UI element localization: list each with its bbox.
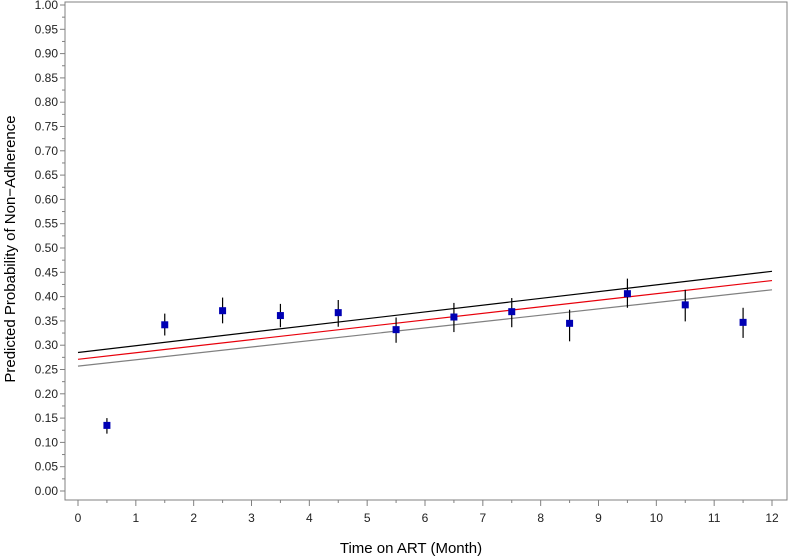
fit-lines xyxy=(77,270,773,367)
y-tick-label: 0.10 xyxy=(35,435,59,449)
x-tick-label: 1 xyxy=(132,511,139,525)
y-tick-label: 0.40 xyxy=(35,290,59,304)
data-points xyxy=(103,278,747,434)
y-tick-label: 0.50 xyxy=(35,241,59,255)
y-tick-label: 0.45 xyxy=(35,265,59,279)
y-tick-label: 0.65 xyxy=(35,168,59,182)
x-tick-label: 6 xyxy=(422,511,429,525)
y-tick-label: 0.95 xyxy=(35,22,59,36)
data-point xyxy=(681,301,689,309)
plot-frame xyxy=(64,1,788,501)
fit-line xyxy=(77,279,773,360)
x-tick-label: 0 xyxy=(75,511,82,525)
data-point xyxy=(623,290,631,298)
y-tick-label: 0.15 xyxy=(35,411,59,425)
y-tick-label: 0.30 xyxy=(35,338,59,352)
y-tick-label: 0.20 xyxy=(35,387,59,401)
y-axis-label: Predicted Probability of Non−Adherence xyxy=(2,115,19,382)
y-tick-label: 0.85 xyxy=(35,71,59,85)
x-tick-label: 2 xyxy=(190,511,197,525)
y-tick-label: 0.90 xyxy=(35,47,59,61)
x-tick-label: 5 xyxy=(364,511,371,525)
x-tick-label: 8 xyxy=(537,511,544,525)
data-point xyxy=(508,308,516,316)
data-point xyxy=(219,307,227,315)
x-tick-label: 10 xyxy=(650,511,664,525)
y-tick-label: 1.00 xyxy=(35,0,59,12)
y-tick-label: 0.05 xyxy=(35,460,59,474)
x-axis: 0 1 2 3 4 5 6 7 8 9 10 11 12 xyxy=(75,500,779,525)
data-point xyxy=(739,318,747,326)
y-tick-label: 0.35 xyxy=(35,314,59,328)
x-axis-label: Time on ART (Month) xyxy=(340,540,482,557)
y-tick-label: 0.60 xyxy=(35,192,59,206)
data-point xyxy=(161,321,169,329)
data-point xyxy=(103,421,111,429)
data-point xyxy=(276,312,284,320)
y-tick-label: 0.75 xyxy=(35,120,59,134)
data-point xyxy=(566,319,574,327)
y-tick-label: 0.00 xyxy=(35,484,59,498)
x-tick-label: 11 xyxy=(708,511,721,525)
y-tick-label: 0.70 xyxy=(35,144,59,158)
y-axis: 0.00 0.05 0.10 0.15 0.20 0.25 0.30 0.35 0.40 0.45… xyxy=(35,0,65,498)
lower-line xyxy=(77,289,773,367)
x-tick-label: 12 xyxy=(765,511,779,525)
y-tick-label: 0.80 xyxy=(35,95,59,109)
y-tick-label: 0.55 xyxy=(35,217,59,231)
x-tick-label: 3 xyxy=(248,511,255,525)
x-tick-label: 7 xyxy=(479,511,486,525)
data-point xyxy=(450,313,458,321)
data-point xyxy=(392,326,400,334)
data-point xyxy=(334,309,342,317)
upper-line xyxy=(77,270,773,354)
x-tick-label: 4 xyxy=(306,511,313,525)
x-tick-label: 9 xyxy=(595,511,602,525)
y-tick-label: 0.25 xyxy=(35,363,59,377)
